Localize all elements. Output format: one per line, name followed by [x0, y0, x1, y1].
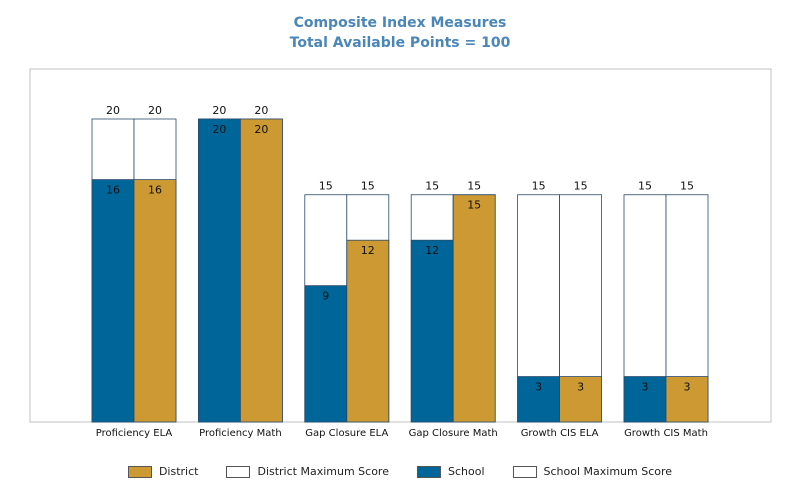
district-growth-cis-math-value-label: 3: [684, 381, 691, 394]
legend-swatch-district: [127, 465, 152, 478]
school-proficiency-math-bar: [197, 118, 241, 423]
school-proficiency-ela-value-label: 16: [106, 184, 120, 197]
district-proficiency-ela-bar: [133, 179, 177, 423]
school-gap-closure-math-value-label: 12: [425, 244, 439, 257]
plot-area-frame: [29, 68, 772, 423]
x-tick-label-gap-closure-ela: Gap Closure ELA: [305, 428, 388, 439]
school-growth-cis-math-bar: [623, 376, 667, 423]
school-gap-closure-math-max-label: 15: [425, 180, 439, 193]
school-proficiency-math-value-label: 20: [212, 123, 226, 136]
district-growth-cis-ela-bar: [559, 376, 602, 423]
legend-swatch-school-max: [512, 465, 537, 478]
district-proficiency-ela-value-label: 16: [148, 184, 162, 197]
school-gap-closure-math-bar: [410, 239, 454, 423]
legend-label-district: District: [158, 465, 199, 478]
school-gap-closure-ela-value-label: 9: [322, 290, 329, 303]
district-gap-closure-ela-max-label: 15: [361, 180, 375, 193]
legend-label-school: School: [447, 465, 485, 478]
district-proficiency-math-max-label: 20: [254, 104, 268, 117]
chart-title: Composite Index Measures: [293, 15, 507, 31]
district-proficiency-math-bar: [239, 118, 283, 423]
bar-chart: 20 16 20 16 Proficiency ELA 20 20 20 20 Proficien…: [29, 68, 772, 439]
legend-swatch-district-max: [226, 465, 251, 478]
school-growth-cis-ela-value-label: 3: [535, 381, 542, 394]
school-growth-cis-math-max-label: 15: [638, 180, 652, 193]
school-proficiency-ela-bar: [91, 179, 135, 423]
district-growth-cis-math-bar: [665, 376, 709, 423]
legend-item-district-max: District Maximum Score: [226, 465, 389, 478]
legend-item-school: School: [416, 465, 485, 478]
school-growth-cis-ela-bar: [517, 376, 560, 423]
x-tick-label-proficiency-ela: Proficiency ELA: [96, 428, 173, 439]
school-gap-closure-ela-bar: [304, 285, 348, 423]
school-growth-cis-math-value-label: 3: [642, 381, 649, 394]
district-growth-cis-math-max-label: 15: [680, 180, 694, 193]
district-gap-closure-ela-value-label: 12: [361, 244, 375, 257]
legend-item-district: District: [127, 465, 199, 478]
legend-item-school-max: School Maximum Score: [512, 465, 673, 478]
school-gap-closure-ela-max-label: 15: [319, 180, 333, 193]
legend-swatch-school: [416, 465, 441, 478]
district-proficiency-math-value-label: 20: [254, 123, 268, 136]
x-tick-label-proficiency-math: Proficiency Math: [199, 428, 282, 439]
district-growth-cis-ela-value-label: 3: [577, 381, 584, 394]
school-proficiency-math-max-label: 20: [212, 104, 226, 117]
legend-label-school-max: School Maximum Score: [543, 465, 673, 478]
school-proficiency-ela-max-label: 20: [106, 104, 120, 117]
x-tick-label-gap-closure-math: Gap Closure Math: [409, 428, 498, 439]
district-growth-cis-ela-max-label: 15: [574, 180, 588, 193]
district-gap-closure-math-max-label: 15: [467, 180, 481, 193]
school-growth-cis-ela-max-label: 15: [532, 180, 546, 193]
x-tick-label-growth-cis-ela: Growth CIS ELA: [521, 428, 599, 439]
chart-legend: District District Maximum Score School S…: [0, 465, 800, 478]
legend-label-district-max: District Maximum Score: [257, 465, 389, 478]
district-gap-closure-math-value-label: 15: [467, 199, 481, 212]
x-tick-label-growth-cis-math: Growth CIS Math: [624, 428, 708, 439]
district-gap-closure-math-bar: [452, 194, 496, 423]
district-proficiency-ela-max-label: 20: [148, 104, 162, 117]
district-gap-closure-ela-bar: [346, 239, 390, 423]
chart-subtitle: Total Available Points = 100: [289, 35, 511, 51]
